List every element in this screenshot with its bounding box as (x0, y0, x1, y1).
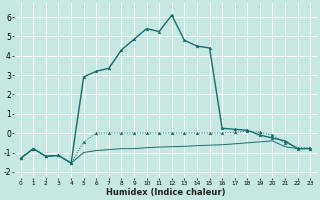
X-axis label: Humidex (Indice chaleur): Humidex (Indice chaleur) (106, 188, 225, 197)
